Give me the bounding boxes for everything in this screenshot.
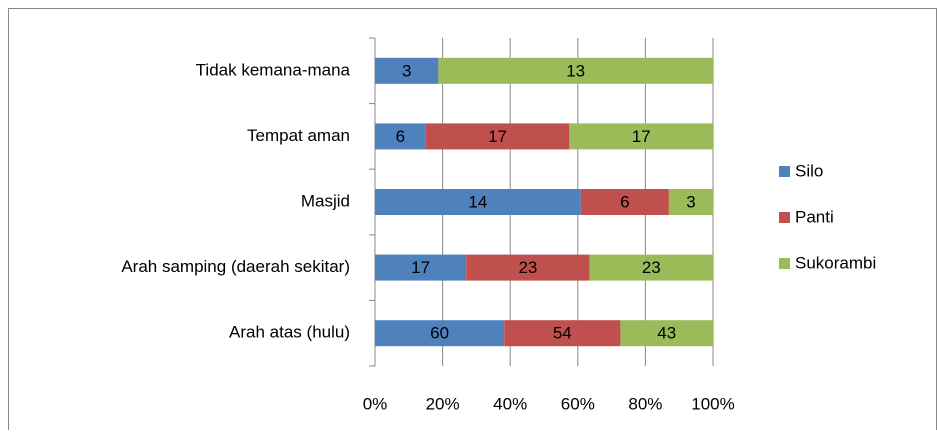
bar-segment <box>438 57 713 84</box>
data-label: 23 <box>642 258 661 277</box>
y-tick-label: Tidak kemana-mana <box>196 60 351 79</box>
legend-swatch <box>779 212 790 223</box>
y-tick-label: Masjid <box>301 191 350 210</box>
legend-label: Panti <box>795 207 834 226</box>
x-tick-label: 0% <box>363 394 388 413</box>
data-label: 60 <box>430 324 449 343</box>
bar-segment <box>375 57 439 84</box>
data-label: 14 <box>468 192 487 211</box>
data-label: 17 <box>411 258 430 277</box>
y-tick-label: Arah atas (hulu) <box>229 323 350 342</box>
x-tick-label: 60% <box>561 394 595 413</box>
y-tick-label: Tempat aman <box>247 126 350 145</box>
data-label: 13 <box>566 61 585 80</box>
y-tick-label: Arah samping (daerah sekitar) <box>121 257 350 276</box>
bar-segment <box>425 123 570 150</box>
bar-segment <box>375 123 426 150</box>
legend-swatch <box>779 258 790 269</box>
bar-segment <box>668 189 713 215</box>
x-tick-label: 20% <box>426 394 460 413</box>
legend-label: Sukorambi <box>795 253 876 272</box>
data-label: 3 <box>686 192 695 211</box>
x-tick-label: 80% <box>628 394 662 413</box>
data-label: 17 <box>632 127 651 146</box>
bar-segment <box>375 189 581 215</box>
data-label: 43 <box>657 324 676 343</box>
data-label: 17 <box>488 127 507 146</box>
legend-label: Silo <box>795 161 823 180</box>
bar-segment <box>504 320 621 347</box>
data-label: 6 <box>396 127 405 146</box>
bar-segment <box>589 254 713 281</box>
bar-segment <box>580 189 669 215</box>
x-tick-label: 40% <box>493 394 527 413</box>
bar-segment <box>375 320 505 347</box>
bar-segment <box>569 123 713 150</box>
data-label: 54 <box>553 324 572 343</box>
bar-segment <box>620 320 713 347</box>
legend-swatch <box>779 166 790 177</box>
x-tick-label: 100% <box>691 394 734 413</box>
data-label: 6 <box>620 192 629 211</box>
bar-segment <box>375 254 467 281</box>
bar-segment <box>466 254 590 281</box>
data-label: 3 <box>402 61 411 80</box>
data-label: 23 <box>518 258 537 277</box>
